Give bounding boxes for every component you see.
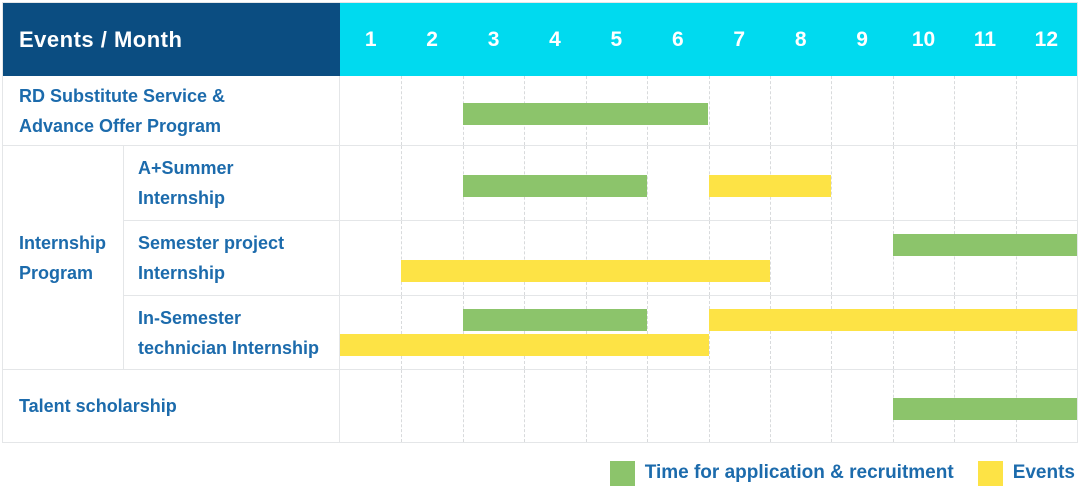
month-gridline [892, 146, 894, 220]
month-gridline [831, 76, 833, 145]
application-bar [462, 309, 648, 331]
month-label: 8 [794, 27, 807, 51]
month-gridline [585, 296, 587, 369]
legend-label: Events [1012, 462, 1075, 483]
month-gridline [708, 76, 710, 145]
row-label-talent-scholarship: Talent scholarship [3, 370, 340, 442]
month-gridline [892, 296, 894, 369]
month-gridline [401, 221, 403, 295]
schedule-table: Events / Month 1 2 3 4 5 6 7 8 9 10 11 12 RD Substi… [2, 2, 1078, 443]
month-gridline [892, 221, 894, 295]
events-swatch-icon [977, 460, 1003, 486]
month-gridline [401, 296, 403, 369]
month-gridline [1015, 76, 1017, 145]
month-gridline [831, 296, 833, 369]
month-gridline [401, 76, 403, 145]
month-gridline [831, 370, 833, 442]
legend: Time for application & recruitment Event… [609, 456, 1075, 490]
row-label-line: A+Summer [138, 158, 234, 178]
timeline-row-in-semester-technician [340, 296, 1077, 370]
month-gridline [954, 146, 956, 220]
legend-item-application: Time for application & recruitment [609, 460, 954, 486]
month-gridline [462, 221, 464, 295]
month-gridline [401, 146, 403, 220]
row-label-in-semester-technician: In-Semester technician Internship [124, 296, 340, 370]
month-gridline [647, 221, 649, 295]
month-gridline [708, 221, 710, 295]
month-gridline [647, 146, 649, 220]
month-label: 12 [1034, 27, 1059, 51]
month-gridline [831, 146, 833, 220]
row-label-semester-project: Semester project Internship [124, 221, 340, 296]
month-gridline [769, 296, 771, 369]
application-bar [892, 398, 1077, 420]
month-gridline [524, 221, 526, 295]
event-bar [340, 334, 709, 356]
timeline-row-a-plus-summer [340, 146, 1077, 221]
month-gridline [1015, 296, 1017, 369]
group-label-internship-program: Internship Program [3, 146, 124, 370]
month-gridline [769, 370, 771, 442]
legend-label: Time for application & recruitment [644, 462, 954, 483]
month-gridline [401, 370, 403, 442]
month-gridline [954, 221, 956, 295]
month-header: 1 2 3 4 5 6 7 8 9 10 11 12 [340, 3, 1077, 76]
month-gridline [831, 221, 833, 295]
month-gridline [769, 221, 771, 295]
row-label-line: technician Internship [138, 337, 320, 358]
row-label-line: In-Semester [138, 307, 242, 328]
month-label: 4 [549, 27, 561, 51]
month-gridline [769, 76, 771, 145]
event-bar [401, 260, 770, 282]
month-gridline [708, 370, 710, 442]
month-label: 5 [610, 27, 623, 51]
month-gridline [647, 296, 649, 369]
row-label-line: Advance Offer Program [19, 115, 222, 136]
month-gridline [524, 370, 526, 442]
timeline-row-rd-substitute [340, 76, 1077, 146]
month-label: 6 [671, 27, 684, 51]
timeline-row-talent-scholarship [340, 370, 1077, 442]
month-gridline [708, 296, 710, 369]
group-label-line: Program [19, 262, 94, 283]
month-gridline [585, 221, 587, 295]
row-label-line: Semester project [138, 233, 285, 253]
row-label-a-plus-summer: A+Summer Internship [124, 146, 340, 221]
month-label: 2 [426, 27, 438, 51]
month-gridline [462, 370, 464, 442]
month-gridline [462, 296, 464, 369]
month-gridline [1015, 221, 1017, 295]
month-label: 1 [364, 27, 377, 51]
event-bar [708, 175, 832, 197]
month-label: 7 [733, 27, 746, 51]
month-label: 9 [856, 27, 868, 51]
month-gridline [892, 76, 894, 145]
application-swatch-icon [609, 460, 635, 486]
timeline-row-semester-project [340, 221, 1077, 296]
month-gridline [585, 370, 587, 442]
month-label: 11 [973, 27, 997, 51]
event-bar [708, 309, 1077, 331]
legend-item-events: Events [977, 460, 1075, 486]
row-label-line: Internship [138, 263, 226, 283]
row-label-line: Internship [138, 188, 226, 208]
application-bar [462, 175, 648, 197]
header-title: Events / Month [3, 3, 340, 76]
month-gridline [954, 76, 956, 145]
month-label: 3 [487, 27, 500, 51]
application-bar [462, 102, 709, 125]
application-bar [892, 234, 1077, 256]
month-gridline [524, 296, 526, 369]
row-label-rd-substitute: RD Substitute Service & Advance Offer Pr… [3, 76, 340, 146]
month-label: 10 [911, 27, 936, 51]
group-label-line: Internship [19, 232, 107, 253]
month-gridline [954, 296, 956, 369]
row-label-line: Talent scholarship [19, 396, 177, 416]
row-label-line: RD Substitute Service & [19, 85, 226, 106]
month-gridline [647, 370, 649, 442]
month-gridline [1015, 146, 1017, 220]
